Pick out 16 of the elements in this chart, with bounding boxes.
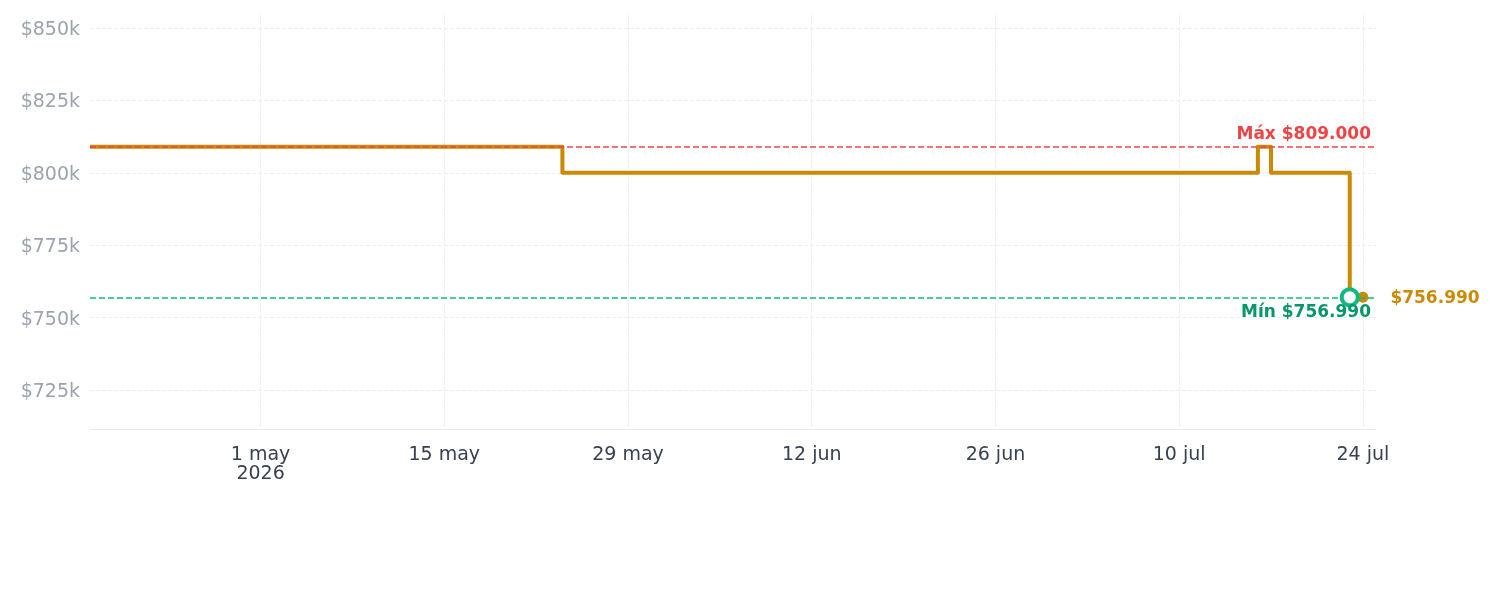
y-tick-label: $775k	[20, 234, 80, 257]
y-tick-label: $850k	[20, 17, 80, 40]
y-tick-label: $825k	[20, 89, 80, 112]
x-tick-label: 24 jul	[1336, 441, 1390, 464]
x-tick-label: 29 may	[592, 441, 664, 464]
x-tick-label: 10 jul	[1152, 441, 1206, 464]
ref-line-label: Máx $809.000	[1236, 123, 1372, 144]
data-label: $756.990	[1390, 287, 1480, 308]
x-tick-label: 12 jun	[781, 441, 842, 464]
x-tick-label: 1 may 2026	[230, 441, 291, 483]
x-tick-label: 26 jun	[965, 441, 1026, 464]
ref-line-label: Mín $756.990	[1240, 300, 1372, 321]
y-tick-label: $750k	[20, 306, 80, 329]
y-tick-label: $800k	[20, 161, 80, 184]
x-tick-label: 15 may	[408, 441, 481, 464]
y-tick-label: $725k	[20, 378, 80, 401]
